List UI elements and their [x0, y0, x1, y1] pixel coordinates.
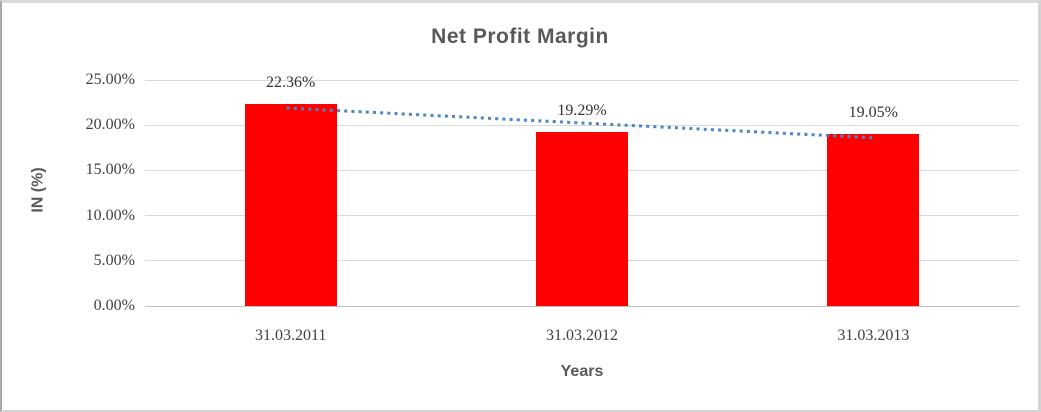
data-label: 19.05% — [848, 103, 898, 121]
y-tick-label: 5.00% — [93, 251, 135, 269]
data-label: 19.29% — [557, 101, 607, 119]
x-axis-title: Years — [560, 363, 604, 380]
data-label: 22.36% — [265, 73, 316, 91]
gridline — [145, 79, 1019, 81]
y-tick-label: 20.00% — [85, 116, 135, 134]
chart-title: Net Profit Margin — [431, 25, 609, 48]
y-tick-label: 0.00% — [93, 297, 135, 314]
y-tick-label: 15.00% — [85, 161, 135, 179]
x-tick-label: 31.03.2012 — [546, 327, 618, 344]
y-tick-label: 25.00% — [85, 71, 135, 88]
x-tick-label: 31.03.2013 — [837, 327, 910, 344]
bar-31.03.2012 — [536, 131, 628, 306]
bar-31.03.2013 — [827, 133, 920, 306]
bar-31.03.2011 — [244, 103, 337, 306]
x-tick-label: 31.03.2011 — [254, 327, 327, 344]
x-axis-line — [145, 305, 1019, 307]
y-tick-label: 10.00% — [85, 206, 135, 224]
